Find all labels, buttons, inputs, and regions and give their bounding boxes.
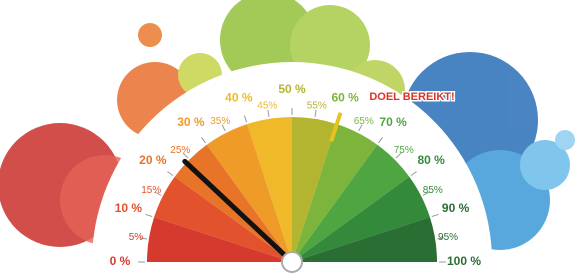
tick-label: 40 % [225,91,253,105]
tick-label: 90 % [442,201,470,215]
tick-label: 35% [210,116,230,127]
tick-label: 60 % [331,91,359,105]
tick-label: 55% [307,101,327,112]
needle-hub [282,252,302,272]
tick-label: 85% [423,185,443,196]
tick-label: 70 % [379,115,407,129]
goal-label: DOEL BEREIKT! [369,91,454,103]
tick-label: 95% [438,232,458,243]
tick-label: 45% [257,101,277,112]
tick-label: 15% [141,185,161,196]
tick-label: 0 % [110,254,131,268]
tick-label: 65% [354,116,374,127]
bubble [555,130,575,150]
tick-label: 50 % [278,82,306,96]
tick-label: 80 % [417,153,445,167]
tick-label: 10 % [115,201,143,215]
tick-label: 25% [170,145,190,156]
bubble [138,23,162,47]
gauge-chart: 0 % 5% 10 % 15% 20 %25% 30 % 35% 40 % 45%50 %55%… [0,0,577,274]
tick-label: 20 % [139,153,167,167]
tick-label: 30 % [177,115,205,129]
tick-label: 100 % [447,254,481,268]
tick-label: 5% [129,232,144,243]
tick-label: 75% [394,145,414,156]
